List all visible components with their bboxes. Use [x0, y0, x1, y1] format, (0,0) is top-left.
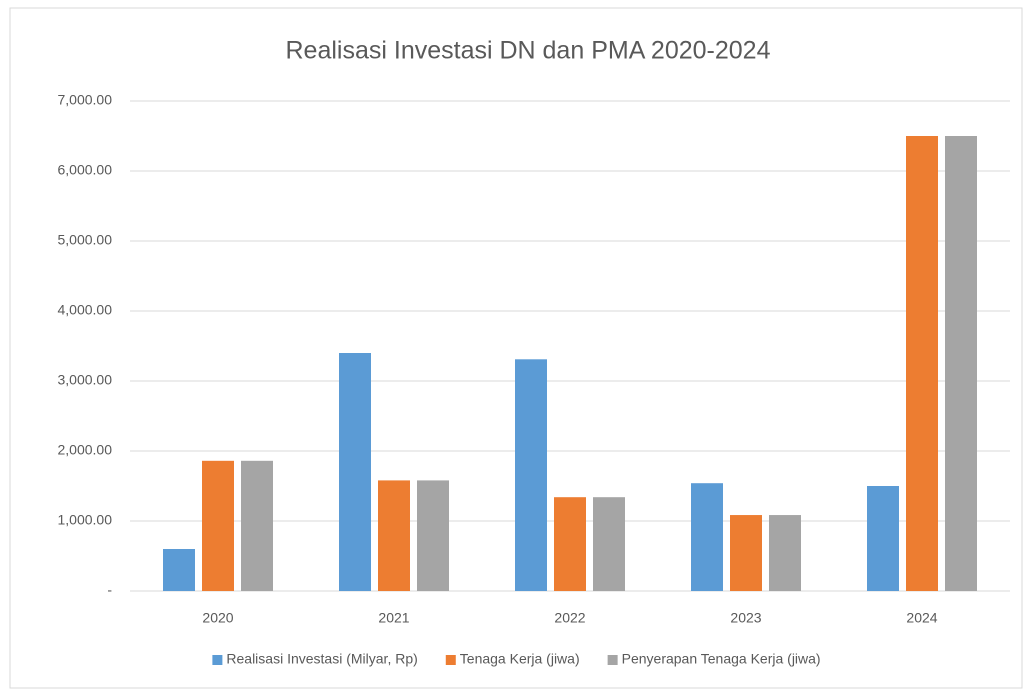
- y-tick-label: 5,000.00: [58, 232, 113, 248]
- x-tick-label: 2020: [202, 610, 233, 626]
- bar: [867, 486, 899, 591]
- x-tick-label: 2022: [554, 610, 585, 626]
- bar: [730, 515, 762, 591]
- x-tick-label: 2021: [378, 610, 409, 626]
- x-tick-label: 2024: [906, 610, 937, 626]
- y-tick-label: 3,000.00: [58, 372, 113, 388]
- legend-swatch: [445, 655, 456, 665]
- bar: [593, 497, 625, 591]
- y-tick-label: -: [107, 582, 112, 598]
- y-tick-label: 2,000.00: [58, 442, 113, 458]
- bar: [769, 515, 801, 591]
- bar: [691, 483, 723, 591]
- bar: [202, 460, 234, 591]
- bar: [554, 497, 586, 591]
- bar: [163, 549, 195, 591]
- legend-label: Penyerapan Tenaga Kerja (jiwa): [622, 651, 821, 667]
- bar: [515, 359, 547, 591]
- legend-swatch: [607, 655, 618, 665]
- y-tick-label: 4,000.00: [58, 302, 113, 318]
- bar: [906, 136, 938, 591]
- chart-title: Realisasi Investasi DN dan PMA 2020-2024: [286, 37, 771, 65]
- bar: [945, 136, 977, 591]
- bar: [417, 480, 449, 591]
- legend-label: Tenaga Kerja (jiwa): [460, 651, 580, 667]
- y-tick-label: 1,000.00: [58, 512, 113, 528]
- y-tick-label: 7,000.00: [58, 92, 113, 108]
- legend-label: Realisasi Investasi (Milyar, Rp): [226, 651, 417, 667]
- bar: [339, 353, 371, 591]
- legend-swatch: [212, 655, 223, 665]
- bar: [378, 480, 410, 591]
- y-tick-label: 6,000.00: [58, 162, 113, 178]
- x-tick-label: 2023: [730, 610, 761, 626]
- bar: [241, 460, 273, 591]
